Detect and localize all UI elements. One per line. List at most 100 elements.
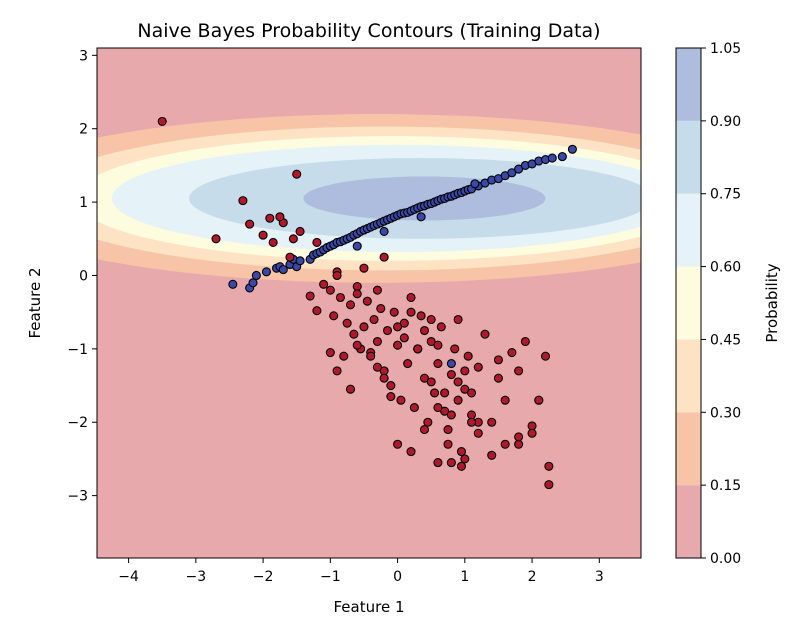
data-point-class-0 — [426, 314, 436, 325]
data-point-class-0 — [389, 307, 399, 317]
data-point-class-1 — [352, 241, 362, 251]
data-point-class-0 — [453, 395, 463, 405]
data-point-class-0 — [534, 395, 544, 405]
data-point-class-0 — [507, 347, 517, 358]
data-point-class-0 — [157, 116, 167, 126]
data-point-class-0 — [473, 428, 483, 438]
data-point-class-1 — [248, 278, 258, 288]
data-point-class-1 — [379, 226, 389, 237]
data-point-class-0 — [335, 292, 345, 303]
data-point-class-1 — [547, 153, 557, 163]
colorbar-label: Probability — [763, 263, 781, 342]
data-point-class-1 — [228, 279, 238, 289]
y-tick-label: 2 — [79, 122, 88, 138]
data-point-class-0 — [480, 329, 490, 339]
data-point-class-0 — [514, 432, 524, 442]
data-point-class-0 — [456, 461, 467, 471]
data-point-class-0 — [453, 314, 463, 325]
colorbar-tick-label: 0.75 — [710, 187, 741, 203]
data-point-class-0 — [393, 439, 403, 449]
data-point-class-0 — [419, 325, 430, 336]
data-point-class-0 — [372, 336, 382, 347]
colorbar-tick-label: 0.60 — [710, 260, 741, 276]
data-point-class-0 — [440, 388, 450, 398]
colorbar-frame — [675, 47, 702, 559]
data-point-class-0 — [275, 212, 285, 222]
data-point-class-0 — [443, 425, 453, 435]
data-point-class-0 — [419, 425, 430, 435]
data-point-class-0 — [396, 395, 406, 405]
y-axis: −3 −2 −1 0 1 2 3 — [67, 48, 97, 505]
data-point-class-0 — [245, 219, 255, 229]
data-point-class-0 — [409, 403, 419, 413]
data-point-class-0 — [493, 373, 503, 383]
data-point-class-0 — [339, 351, 349, 361]
data-point-class-0 — [292, 169, 302, 179]
data-point-class-1 — [295, 256, 305, 266]
data-point-class-0 — [466, 388, 477, 398]
data-point-class-0 — [399, 333, 409, 343]
data-point-class-0 — [433, 358, 443, 369]
data-point-class-0 — [487, 417, 497, 427]
data-point-class-1 — [251, 270, 261, 281]
data-point-class-0 — [369, 314, 379, 325]
y-tick-label: −3 — [67, 489, 88, 505]
x-tick-label: 0 — [393, 569, 402, 585]
colorbar-segment — [676, 266, 701, 340]
data-point-class-0 — [527, 428, 537, 438]
data-point-class-0 — [312, 237, 322, 248]
data-point-class-0 — [456, 447, 467, 457]
colorbar-tick-label: 0.00 — [710, 551, 741, 567]
data-point-class-0 — [238, 196, 248, 206]
colorbar-segment — [676, 48, 701, 121]
data-point-class-0 — [426, 377, 436, 387]
data-point-class-0 — [352, 289, 362, 299]
data-point-class-0 — [433, 340, 443, 350]
colorbar-tick-label: 0.15 — [710, 478, 741, 494]
training-points-layer — [157, 116, 577, 490]
data-point-class-0 — [319, 279, 329, 289]
data-point-class-0 — [342, 318, 352, 328]
x-tick-label: 3 — [595, 569, 604, 585]
data-point-class-0 — [379, 373, 389, 383]
data-point-class-0 — [446, 369, 456, 380]
data-point-class-0 — [419, 373, 430, 383]
x-tick-label: −4 — [118, 569, 139, 585]
data-point-class-0 — [325, 347, 335, 358]
data-point-class-0 — [329, 311, 339, 321]
data-point-class-0 — [258, 230, 268, 240]
x-axis-label: Feature 1 — [334, 598, 405, 616]
y-tick-label: −2 — [67, 415, 88, 431]
y-tick-label: 1 — [79, 195, 88, 211]
data-point-class-0 — [211, 234, 221, 244]
data-point-class-0 — [305, 291, 315, 301]
data-point-class-1 — [278, 265, 288, 275]
x-axis: −4 −3 −2 −1 0 1 2 3 — [118, 558, 604, 585]
data-point-class-0 — [446, 410, 456, 420]
data-point-class-0 — [345, 300, 356, 310]
data-point-class-0 — [500, 395, 510, 405]
data-point-class-1 — [567, 144, 577, 154]
data-point-class-0 — [265, 213, 275, 223]
data-point-class-0 — [440, 406, 450, 416]
data-point-class-0 — [312, 306, 322, 316]
data-point-class-0 — [540, 351, 551, 361]
data-point-class-0 — [295, 226, 305, 237]
data-point-class-0 — [473, 362, 483, 372]
data-point-class-0 — [487, 450, 497, 460]
data-point-class-1 — [446, 358, 456, 369]
data-point-class-0 — [379, 252, 389, 262]
data-point-class-0 — [406, 447, 416, 457]
data-point-class-0 — [393, 340, 403, 350]
data-point-class-0 — [460, 454, 470, 464]
colorbar-segment — [676, 412, 701, 486]
data-point-class-1 — [416, 212, 426, 222]
data-point-class-0 — [544, 461, 554, 471]
data-point-class-0 — [430, 388, 440, 398]
data-point-class-0 — [288, 234, 298, 244]
data-point-class-0 — [345, 384, 356, 394]
probability-colorbar: 0.00 0.15 0.30 0.45 0.60 0.75 0.90 1.05 — [675, 41, 741, 567]
data-point-class-0 — [382, 325, 393, 336]
y-axis-label: Feature 2 — [26, 268, 44, 339]
